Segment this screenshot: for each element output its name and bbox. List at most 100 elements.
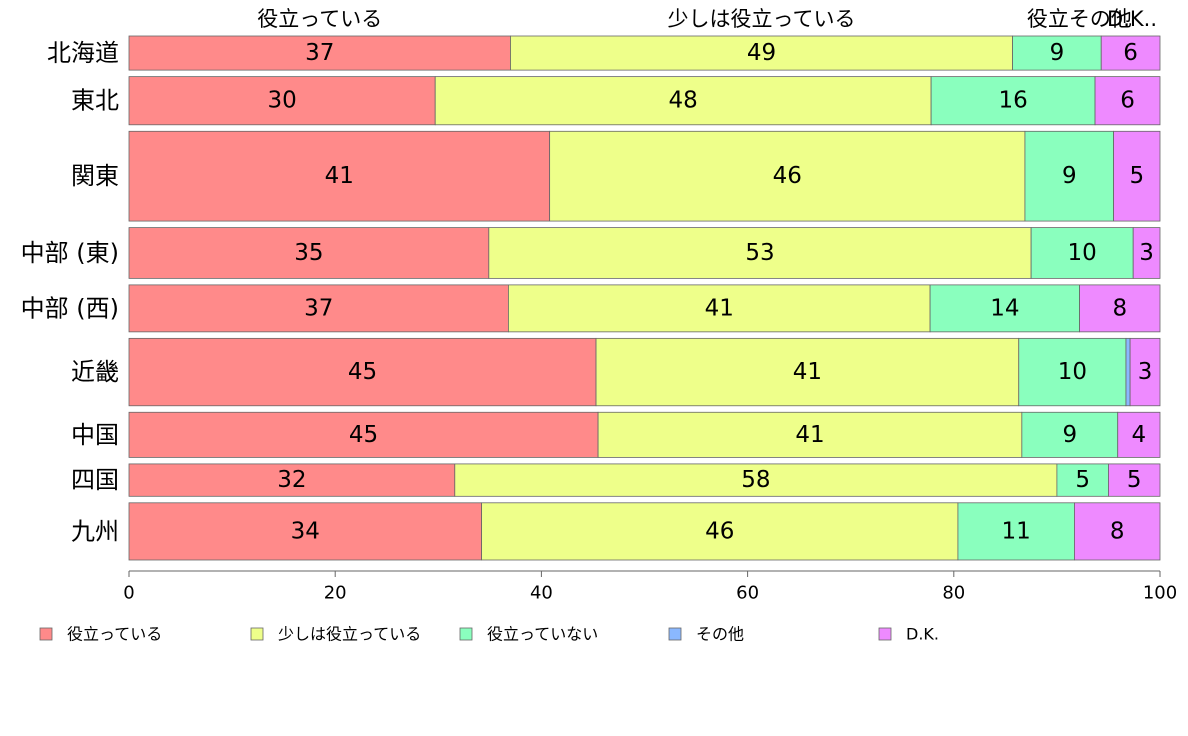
data-label: 37 (305, 40, 334, 66)
bar-segment (1108, 463, 1161, 497)
data-label: 5 (1127, 467, 1142, 493)
bar-segment (128, 284, 509, 333)
data-label: 41 (795, 422, 824, 448)
data-label: 5 (1129, 163, 1144, 189)
data-label: 16 (998, 88, 1027, 114)
legend-label: D.K. (906, 625, 939, 644)
bar-segment (597, 411, 1023, 458)
bar-segment (1113, 130, 1161, 222)
data-label: 8 (1110, 518, 1125, 544)
data-label: 9 (1050, 40, 1065, 66)
legend-label: 役立っていない (487, 625, 598, 644)
bar-row: 45 41 10 3 (128, 337, 1161, 407)
bar-segment (434, 76, 932, 126)
bar-segment (929, 284, 1080, 333)
data-label: 10 (1058, 359, 1087, 385)
legend-item: D.K. (878, 625, 939, 644)
legend-label: 役立っている (67, 625, 162, 644)
bar-segment (1117, 411, 1161, 458)
data-label: 8 (1112, 295, 1127, 321)
data-label: 32 (277, 467, 306, 493)
bar-segment (595, 337, 1020, 407)
legend-item: その他 (668, 625, 744, 644)
bar-segment (488, 227, 1032, 279)
row-label: 北海道 (47, 39, 119, 67)
bar-segment (1074, 502, 1161, 561)
bar-segment (957, 502, 1075, 561)
legend-item: 役立っていない (459, 625, 598, 644)
data-label: 46 (705, 518, 734, 544)
data-label: 10 (1068, 240, 1097, 266)
legend-label: その他 (696, 625, 744, 644)
data-label: 48 (669, 88, 698, 114)
bar-row: 34 46 11 8 (128, 502, 1161, 561)
data-label: 41 (325, 163, 354, 189)
x-axis: 0 20 40 60 80 100 (123, 570, 1177, 604)
data-label: 5 (1075, 467, 1090, 493)
data-label: 3 (1138, 359, 1153, 385)
legend-label: 少しは役立っている (278, 625, 421, 644)
legend: 役立っている 少しは役立っている 役立っていない その他 D.K. (39, 625, 939, 644)
data-label: 37 (304, 295, 333, 321)
bar-segment (1030, 227, 1134, 279)
bar-segment (481, 502, 959, 561)
row-label: 近畿 (71, 358, 119, 386)
bars: 37 49 9 630 48 16 641 46 9 535 53 10 337 41 14 845 41 10 3… (128, 35, 1161, 561)
bar-segment (1079, 284, 1161, 333)
legend-swatch (250, 627, 264, 641)
bar-segment (128, 227, 490, 279)
data-label: 49 (747, 40, 776, 66)
data-label: 9 (1062, 422, 1077, 448)
bar-row: 30 48 16 6 (128, 76, 1161, 126)
bar-segment (128, 35, 511, 71)
data-label: 46 (773, 163, 802, 189)
bar-segment (1094, 76, 1161, 126)
bar-segment (1100, 35, 1161, 71)
data-label: 9 (1062, 163, 1077, 189)
data-label: 58 (741, 467, 770, 493)
bar-segment (1056, 463, 1109, 497)
bar-segment (1024, 130, 1115, 222)
bar-segment (454, 463, 1058, 497)
legend-item: 少しは役立っている (250, 625, 421, 644)
data-label: 6 (1123, 40, 1138, 66)
legend-item: 役立っている (39, 625, 162, 644)
row-label: 中部 (東) (21, 239, 119, 267)
x-tick-label: 40 (530, 583, 553, 604)
top-category-label: 役立その他 (1027, 7, 1132, 31)
data-label: 14 (990, 295, 1019, 321)
x-tick-label: 100 (1143, 583, 1177, 604)
bar-segment (128, 337, 597, 407)
top-category-label: 少しは役立っている (668, 7, 856, 31)
data-label: 34 (291, 518, 320, 544)
row-label: 中国 (71, 421, 119, 449)
row-label: 九州 (71, 517, 119, 545)
bar-segment (549, 130, 1026, 222)
bar-segment (128, 76, 436, 126)
bar-segment (128, 502, 483, 561)
row-label: 関東 (71, 162, 119, 190)
data-label: 11 (1002, 518, 1031, 544)
bar-segment (1012, 35, 1102, 71)
row-label: 四国 (71, 466, 119, 494)
row-label: 東北 (71, 87, 119, 115)
bar-segment (508, 284, 931, 333)
bar-segment (1132, 227, 1161, 279)
bar-row: 35 53 10 3 (128, 227, 1161, 279)
bar-row: 41 46 9 5 (128, 130, 1161, 222)
top-category-label: D.K.. (1107, 7, 1157, 31)
bar-segment (930, 76, 1096, 126)
data-label: 41 (793, 359, 822, 385)
bar-row: 45 41 9 4 (128, 411, 1161, 458)
legend-swatch (668, 627, 682, 641)
bar-segment (128, 130, 551, 222)
data-label: 53 (745, 240, 774, 266)
data-label: 45 (349, 422, 378, 448)
bar-segment (1018, 337, 1127, 407)
legend-swatch (878, 627, 892, 641)
bar-segment (128, 411, 599, 458)
bar-segment (1129, 337, 1161, 407)
